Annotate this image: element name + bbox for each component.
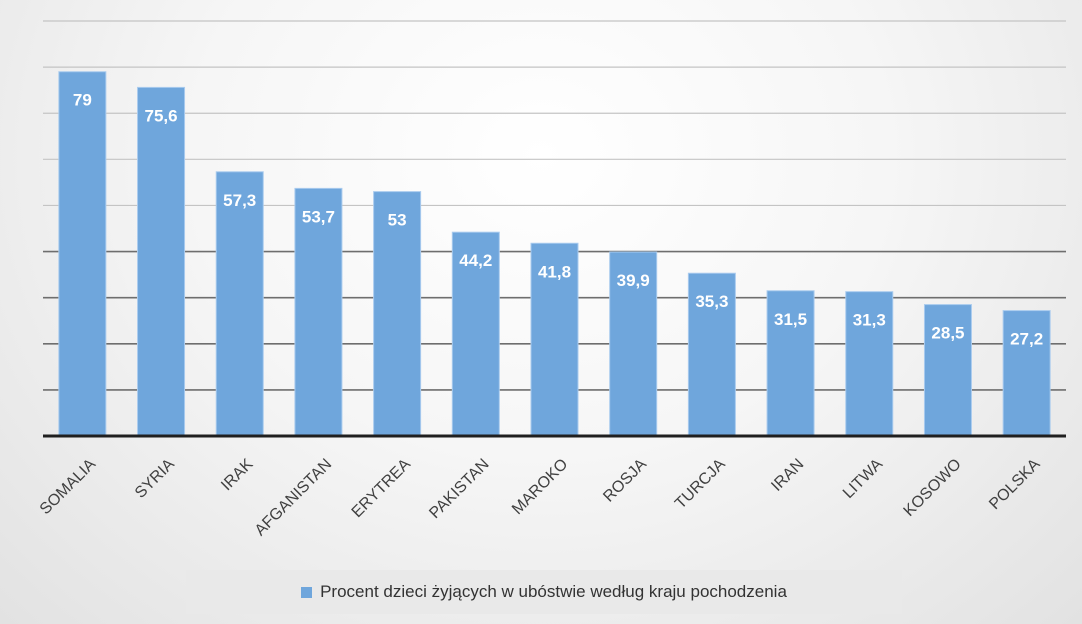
bar-litwa (845, 291, 894, 437)
bar-iran (766, 290, 815, 437)
x-tick-label: LITWA (840, 456, 886, 502)
x-tick-label: SYRIA (132, 456, 178, 502)
x-tick-label: KOSOWO (901, 456, 965, 520)
data-label: 44,2 (459, 251, 492, 270)
x-tick-label: PAKISTAN (426, 456, 492, 522)
data-label: 79 (73, 91, 92, 110)
x-tick-label: AFGANISTAN (252, 456, 335, 539)
x-tick-label: POLSKA (986, 456, 1044, 514)
data-label: 75,6 (144, 106, 177, 125)
bar-somalia (58, 71, 107, 437)
bar-syria (137, 86, 186, 437)
data-labels: 79 75,6 57,3 53,7 53 44,2 41,8 39,9 35,3 31,5 31,3… (73, 91, 1043, 349)
bars (58, 71, 1051, 437)
bar-polska (1002, 310, 1051, 437)
x-tick-label: ERYTREA (349, 456, 414, 521)
data-label: 53,7 (302, 207, 335, 226)
data-label: 31,5 (774, 310, 807, 329)
data-label: 28,5 (931, 324, 964, 343)
data-label: 31,3 (853, 311, 886, 330)
legend: Procent dzieci żyjących w ubóstwie wedłu… (186, 570, 902, 614)
bar-kosowo (923, 304, 972, 437)
data-label: 27,2 (1010, 330, 1043, 349)
legend-swatch (301, 586, 313, 598)
x-tick-label: ROSJA (600, 456, 650, 506)
data-label: 53 (388, 211, 407, 230)
x-tick-label: MAROKO (509, 456, 571, 518)
data-label: 35,3 (695, 292, 728, 311)
legend-entry: Procent dzieci żyjących w ubóstwie wedłu… (320, 582, 787, 601)
bar-turcja (687, 272, 736, 437)
x-tick-label: TURCJA (672, 456, 729, 513)
x-tick-label: IRAN (768, 456, 807, 495)
bar-afganistan (294, 187, 343, 437)
bar-irak (215, 171, 264, 437)
x-tick-label: IRAK (218, 456, 257, 495)
data-label: 39,9 (617, 271, 650, 290)
data-label: 41,8 (538, 262, 571, 281)
data-label: 57,3 (223, 191, 256, 210)
x-tick-label: SOMALIA (37, 456, 100, 519)
